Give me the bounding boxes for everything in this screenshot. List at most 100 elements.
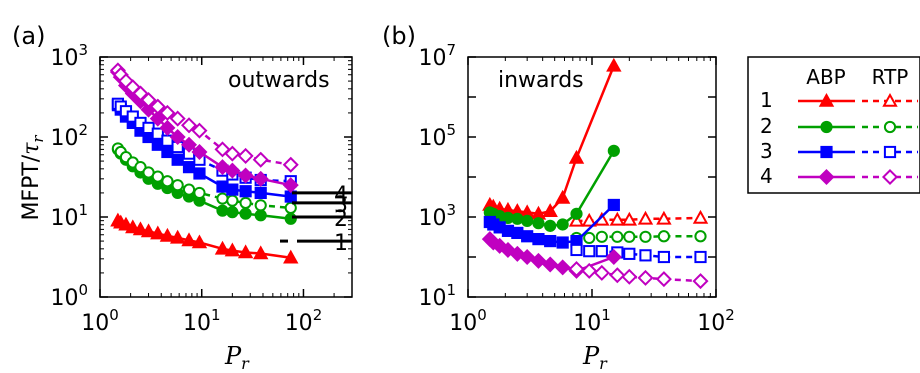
y-tick-label: 102 [50,121,88,151]
data-point-rtp-2 [611,230,624,243]
data-point-rtp-2 [151,170,164,183]
data-point-abp-3 [193,167,206,180]
plot-frame [99,56,353,298]
data-point-rtp-1 [581,212,597,227]
data-point-rtp-1 [656,210,672,225]
data-point-abp-1 [132,221,149,236]
legend-header-rtp: RTP [872,65,909,89]
data-point-rtp-1 [621,211,638,226]
data-point-abp-1 [283,249,299,264]
y-tick-label: 103 [418,201,456,231]
data-point-abp-1 [159,227,176,242]
panel-a-label: (a) [12,22,45,50]
data-point-abp-4 [554,259,571,276]
data-point-abp-3 [532,233,545,246]
svg-text:MFPT/τr: MFPT/τr [19,135,47,221]
data-point-abp-1 [568,149,585,164]
panel-b-label: (b) [382,22,416,50]
reference-level-label: 1 [334,231,348,256]
data-point-rtp-2 [193,186,206,200]
data-point-abp-2 [544,219,557,232]
data-point-rtp-4 [252,151,269,168]
data-point-rtp-2 [161,175,174,188]
data-point-abp-3 [239,185,252,198]
data-point-abp-4 [224,162,241,179]
panel-a-xlabel: Pr [224,342,250,373]
data-point-rtp-2 [226,194,239,207]
data-point-rtp-2 [134,161,147,174]
data-point-abp-4 [181,136,198,153]
data-point-rtp-4 [224,145,241,162]
data-point-abp-1 [214,240,231,255]
legend-marker-abp-3 [820,145,833,159]
data-point-rtp-4 [609,267,626,284]
legend-marker-rtp-1 [882,92,898,107]
data-point-rtp-4 [621,268,638,285]
data-point-rtp-2 [623,230,636,243]
panel-b-annotation: inwards [498,68,584,93]
legend-marker-abp-1 [818,92,835,107]
data-point-abp-3 [161,145,174,159]
y-tick-label: 107 [418,41,456,71]
panel-b-xlabel: Pr [582,342,608,373]
data-point-abp-1 [169,229,186,244]
legend-marker-rtp-4 [881,168,899,186]
legend-row-label-1: 1 [760,88,773,112]
data-point-abp-3 [182,161,196,174]
plot-frame [467,56,717,298]
data-point-rtp-4 [581,262,598,279]
data-point-abp-1 [150,225,166,240]
data-point-abp-4 [159,119,176,136]
data-point-rtp-2 [171,179,184,192]
data-point-abp-2 [607,144,620,157]
x-tick-label: 102 [697,306,735,336]
data-point-abp-1 [554,189,571,204]
data-point-abp-4 [282,177,299,194]
data-point-rtp-1 [609,211,626,226]
data-point-abp-4 [169,128,186,146]
data-point-abp-1 [181,232,197,247]
data-point-abp-4 [191,143,208,160]
data-point-abp-2 [254,209,267,222]
data-point-rtp-4 [692,273,709,290]
data-point-rtp-2 [657,230,670,243]
data-point-rtp-2 [254,199,267,212]
legend-marker-rtp-2 [883,120,897,134]
data-point-rtp-1 [568,212,585,227]
data-point-rtp-2 [239,196,252,210]
data-point-abp-2 [511,212,524,225]
data-point-rtp-3 [583,245,596,258]
data-point-abp-4 [542,256,559,273]
data-point-rtp-3 [639,249,652,262]
data-point-rtp-3 [570,243,583,257]
x-tick-label: 102 [285,306,323,336]
data-point-abp-2 [570,207,583,220]
data-point-rtp-4 [149,98,166,115]
data-point-abp-3 [556,236,569,249]
data-point-abp-1 [542,203,558,217]
data-point-rtp-4 [282,156,299,173]
reference-level-label: 2 [334,207,348,232]
legend-marker-abp-2 [820,120,833,134]
data-point-rtp-4 [593,264,610,281]
data-point-rtp-3 [694,250,707,264]
data-point-abp-3 [254,186,267,200]
data-point-abp-2 [284,212,297,225]
data-point-abp-1 [606,57,622,72]
data-point-abp-1 [237,244,254,259]
data-point-abp-1 [191,234,208,249]
y-tick-label: 101 [50,201,88,231]
data-point-abp-3 [607,198,620,212]
x-tick-label: 101 [183,306,221,336]
data-point-rtp-4 [237,147,254,164]
data-point-abp-3 [216,180,229,193]
data-point-rtp-1 [692,209,709,224]
data-point-abp-4 [252,170,269,187]
panel-a-ylabel: MFPT/τr [19,135,47,221]
data-point-abp-3 [544,234,557,248]
legend-marker-rtp-3 [883,145,897,159]
y-tick-label: 100 [50,281,88,311]
